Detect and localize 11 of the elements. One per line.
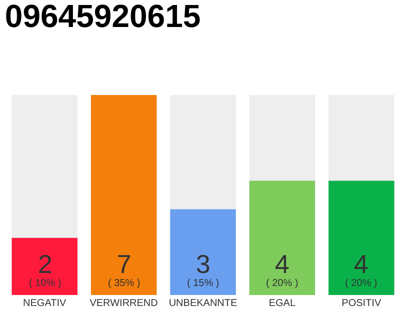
x-tick-label: VERWIRREND — [90, 298, 158, 309]
data-label: 3 ( 15% ) — [187, 249, 220, 289]
x-tick-label: UNBEKANNTE — [168, 298, 238, 309]
chart-title: 09645920615 — [4, 0, 201, 34]
x-tick-label: POSITIV — [342, 298, 382, 309]
data-label: 7 ( 35% ) — [108, 249, 140, 289]
data-label: 2 ( 10% ) — [29, 249, 62, 289]
data-label: 4 ( 20% ) — [345, 249, 378, 289]
data-label: 4 ( 20% ) — [266, 249, 298, 289]
x-tick-label: NEGATIV — [23, 298, 67, 309]
x-tick-label: EGAL — [268, 298, 296, 309]
